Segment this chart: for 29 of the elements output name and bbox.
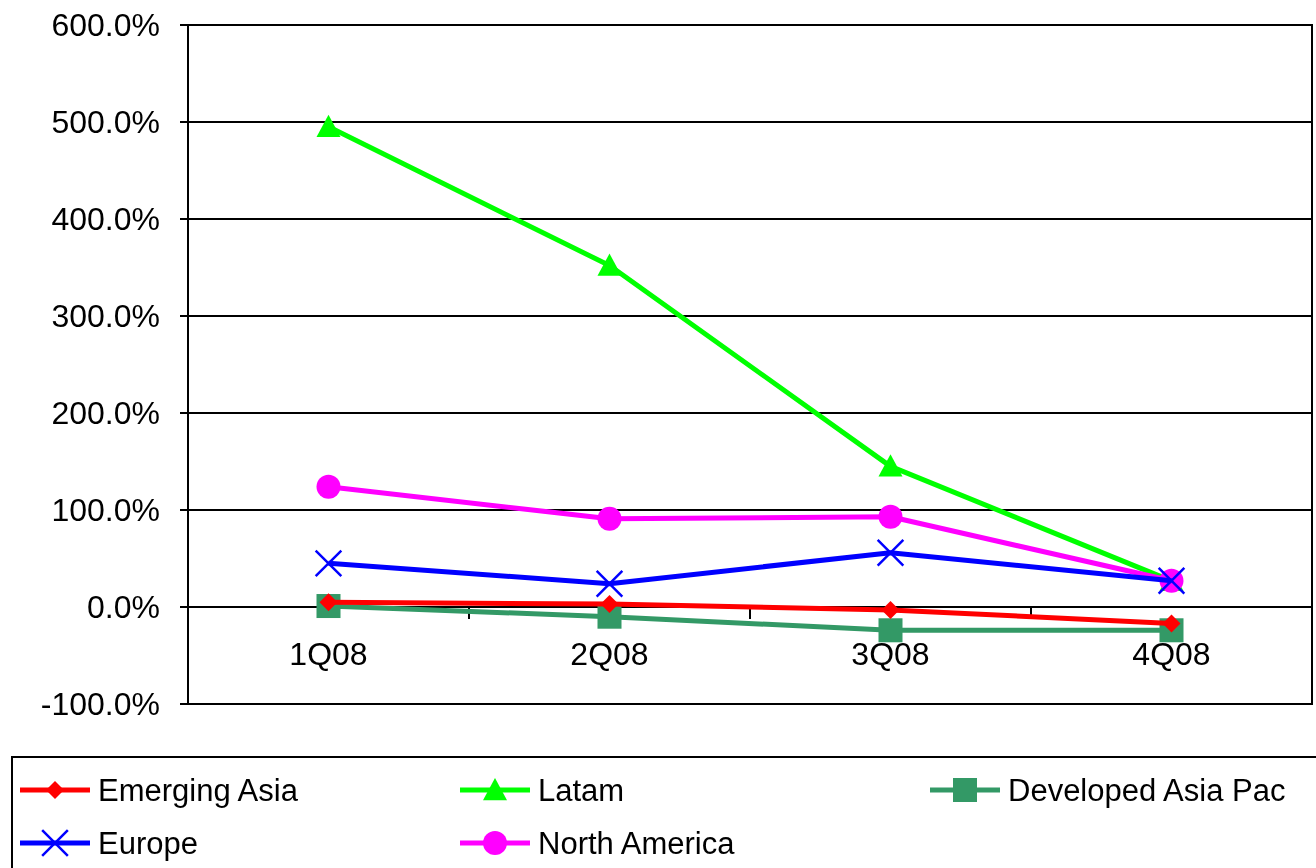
x-tick-label: 2Q08 <box>570 636 649 672</box>
y-tick-label: 0.0% <box>87 589 160 626</box>
y-tick-label: 600.0% <box>51 7 160 44</box>
legend-label: Emerging Asia <box>98 772 299 808</box>
point <box>597 506 622 531</box>
x-tick-label: 1Q08 <box>289 636 368 672</box>
point <box>881 600 900 619</box>
point <box>878 504 903 529</box>
legend-label: Developed Asia Pac <box>1008 772 1286 808</box>
x-tick-label: 4Q08 <box>1132 636 1211 672</box>
point <box>878 618 903 643</box>
point <box>878 454 903 477</box>
y-tick-label: 300.0% <box>51 298 160 335</box>
point <box>314 549 343 578</box>
legend-label: Latam <box>538 772 625 808</box>
legend-label: North America <box>538 825 736 861</box>
y-tick-label: 500.0% <box>51 104 160 141</box>
y-tick-label: 200.0% <box>51 395 160 432</box>
point <box>876 538 905 567</box>
point <box>595 569 624 598</box>
x-tick-label: 3Q08 <box>851 636 930 672</box>
point <box>316 114 341 138</box>
y-tick-label: -100.0% <box>40 686 160 723</box>
legend-label: Europe <box>98 825 198 861</box>
point <box>597 253 622 276</box>
y-tick-label: 100.0% <box>51 492 160 529</box>
y-tick-label: 400.0% <box>51 201 160 238</box>
point <box>316 474 341 499</box>
point <box>600 595 619 614</box>
